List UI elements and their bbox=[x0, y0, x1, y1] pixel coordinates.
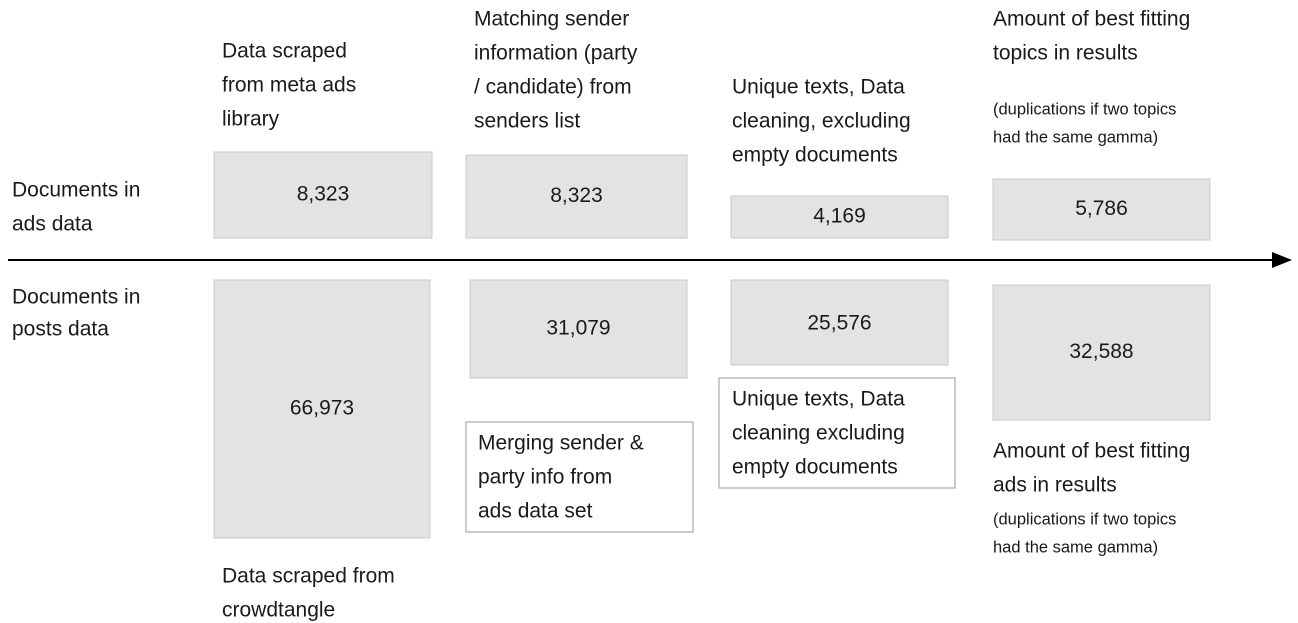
count-value: 31,079 bbox=[546, 317, 610, 340]
row-label: Documents in bbox=[12, 179, 140, 202]
count-value: 5,786 bbox=[1075, 197, 1128, 220]
posts-caption-note: (duplications if two topics bbox=[993, 510, 1176, 528]
row-label: Documents in bbox=[12, 286, 140, 309]
column-header: senders list bbox=[474, 110, 580, 133]
column-header: topics in results bbox=[993, 42, 1138, 65]
column-header: from meta ads bbox=[222, 74, 356, 97]
count-box bbox=[469, 279, 688, 379]
row-label: ads data bbox=[12, 213, 93, 236]
caption-box bbox=[718, 377, 956, 489]
count-value: 32,588 bbox=[1069, 340, 1133, 363]
count-value: 66,973 bbox=[290, 397, 354, 420]
posts-caption: Unique texts, Data bbox=[732, 388, 905, 411]
count-value: 25,576 bbox=[807, 312, 871, 335]
posts-caption: Data scraped from bbox=[222, 565, 395, 588]
column-header-note: had the same gamma) bbox=[993, 128, 1158, 146]
posts-caption: ads in results bbox=[993, 474, 1117, 497]
column-header: information (party bbox=[474, 42, 638, 65]
column-header-note: (duplications if two topics bbox=[993, 100, 1176, 118]
posts-caption-note: had the same gamma) bbox=[993, 538, 1158, 556]
count-value: 8,323 bbox=[550, 184, 603, 207]
count-box bbox=[730, 279, 949, 366]
posts-caption: Amount of best fitting bbox=[993, 440, 1190, 463]
posts-caption: empty documents bbox=[732, 456, 898, 479]
posts-caption: Merging sender & bbox=[478, 432, 644, 455]
count-box bbox=[992, 284, 1211, 421]
count-value: 4,169 bbox=[813, 205, 866, 228]
column-header: cleaning, excluding bbox=[732, 110, 911, 133]
count-box bbox=[213, 279, 431, 539]
count-box bbox=[213, 151, 433, 239]
row-label: posts data bbox=[12, 318, 109, 341]
column-header: empty documents bbox=[732, 144, 898, 167]
column-header: / candidate) from bbox=[474, 76, 632, 99]
count-box bbox=[465, 154, 688, 239]
posts-caption: party info from bbox=[478, 466, 612, 489]
column-header: Amount of best fitting bbox=[993, 8, 1190, 31]
count-box bbox=[992, 178, 1211, 241]
column-header: library bbox=[222, 108, 280, 131]
column-header: Unique texts, Data bbox=[732, 76, 905, 99]
posts-caption: ads data set bbox=[478, 500, 593, 523]
posts-caption: cleaning excluding bbox=[732, 422, 905, 445]
posts-caption: crowdtangle bbox=[222, 599, 335, 622]
count-value: 8,323 bbox=[297, 183, 350, 206]
caption-box bbox=[465, 421, 694, 533]
count-box bbox=[730, 195, 949, 239]
column-header: Data scraped bbox=[222, 40, 347, 63]
column-header: Matching sender bbox=[474, 8, 629, 31]
